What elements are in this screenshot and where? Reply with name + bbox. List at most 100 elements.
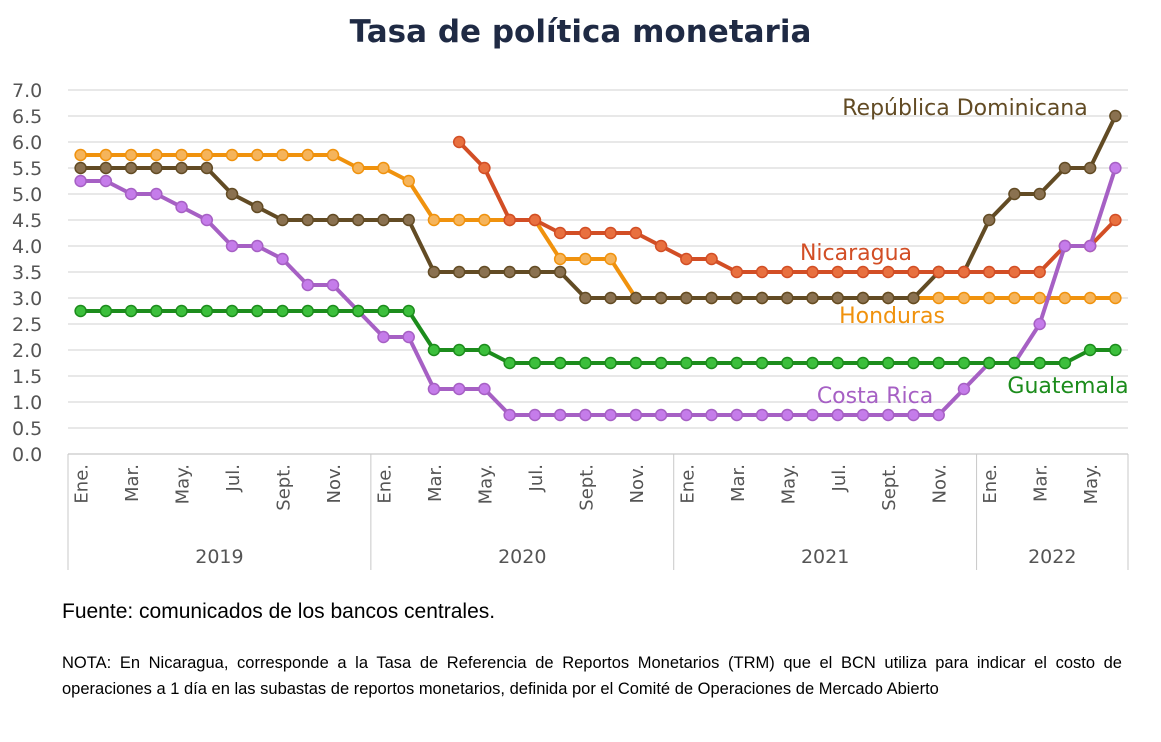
data-point — [881, 265, 895, 279]
data-point — [680, 356, 693, 370]
data-point — [629, 408, 643, 422]
data-point — [781, 356, 794, 370]
data-point — [74, 174, 87, 188]
data-point — [1008, 265, 1021, 279]
data-point — [1083, 239, 1097, 253]
data-point — [680, 408, 693, 422]
data-point — [225, 148, 239, 162]
data-point — [705, 356, 718, 370]
data-point — [402, 213, 415, 227]
month-tick-label: Mar. — [1031, 464, 1052, 502]
data-point — [200, 213, 214, 227]
month-tick-label: May. — [475, 464, 496, 504]
data-point — [251, 148, 264, 162]
data-point — [654, 356, 668, 370]
data-point — [175, 148, 188, 162]
data-point — [150, 304, 163, 318]
data-point — [654, 291, 668, 305]
data-point — [503, 265, 516, 279]
data-point — [553, 226, 567, 240]
data-point — [831, 265, 845, 279]
data-point — [150, 161, 163, 175]
data-point — [276, 213, 289, 227]
data-point — [579, 226, 592, 240]
data-point — [755, 291, 769, 305]
data-point — [276, 304, 289, 318]
data-point — [806, 408, 819, 422]
data-point — [478, 382, 491, 396]
data-point — [1058, 356, 1072, 370]
data-point — [251, 200, 264, 214]
data-point — [705, 408, 718, 422]
y-tick-label: 0.0 — [12, 444, 42, 466]
data-point — [225, 239, 239, 253]
month-tick-label: Ene. — [374, 464, 395, 504]
data-point — [730, 291, 744, 305]
data-point — [1083, 161, 1097, 175]
y-tick-label: 0.5 — [12, 418, 42, 440]
series-label: Honduras — [839, 304, 945, 329]
month-tick-label: Ene. — [980, 464, 1001, 504]
data-point — [503, 356, 516, 370]
data-point — [301, 148, 315, 162]
y-tick-label: 2.5 — [12, 314, 42, 336]
data-point — [1083, 343, 1097, 357]
data-point — [74, 161, 87, 175]
data-point — [175, 161, 188, 175]
month-tick-label: Mar. — [122, 464, 143, 502]
series-label: República Dominicana — [842, 96, 1088, 121]
series-republica-dominicana — [74, 109, 1122, 305]
data-point — [680, 252, 693, 266]
data-point — [377, 161, 390, 175]
y-tick-label: 1.5 — [12, 366, 42, 388]
data-point — [680, 291, 693, 305]
y-tick-label: 3.0 — [12, 288, 42, 310]
data-point — [351, 161, 365, 175]
data-point — [604, 252, 617, 266]
month-tick-label: May. — [1081, 464, 1102, 504]
series-line — [80, 309, 1116, 365]
month-tick-label: Nov. — [627, 464, 648, 503]
data-point — [200, 304, 214, 318]
data-point — [957, 291, 971, 305]
data-point — [225, 304, 239, 318]
series-nicaragua — [452, 135, 1122, 279]
data-point — [1033, 291, 1046, 305]
data-point — [730, 265, 744, 279]
data-point — [1058, 291, 1072, 305]
data-point — [932, 408, 945, 422]
year-label: 2020 — [498, 546, 546, 568]
data-point — [150, 148, 163, 162]
month-tick-label: Mar. — [425, 464, 446, 502]
data-point — [402, 330, 415, 344]
data-point — [74, 304, 87, 318]
data-point — [806, 265, 819, 279]
data-point — [907, 356, 920, 370]
y-tick-label: 6.0 — [12, 132, 42, 154]
data-point — [503, 408, 516, 422]
y-tick-label: 6.5 — [12, 106, 42, 128]
data-point — [200, 161, 214, 175]
data-point — [982, 213, 996, 227]
data-point — [1109, 291, 1122, 305]
series-honduras — [74, 148, 1122, 305]
data-point — [351, 304, 365, 318]
data-point — [856, 265, 870, 279]
data-point — [478, 343, 491, 357]
data-point — [1008, 291, 1021, 305]
y-tick-label: 4.5 — [12, 210, 42, 232]
chart-title: Tasa de política monetaria — [349, 14, 812, 50]
data-point — [99, 304, 113, 318]
series-label: Nicaragua — [800, 241, 912, 266]
data-point — [730, 408, 744, 422]
data-point — [604, 408, 617, 422]
data-point — [907, 265, 920, 279]
footnote: NOTA: En Nicaragua, corresponde a la Tas… — [62, 654, 1122, 698]
month-tick-label: May. — [778, 464, 799, 504]
data-point — [629, 356, 643, 370]
data-point — [907, 291, 920, 305]
data-point — [528, 213, 542, 227]
month-tick-label: Jul. — [526, 464, 547, 492]
data-point — [377, 304, 390, 318]
data-point — [452, 265, 466, 279]
